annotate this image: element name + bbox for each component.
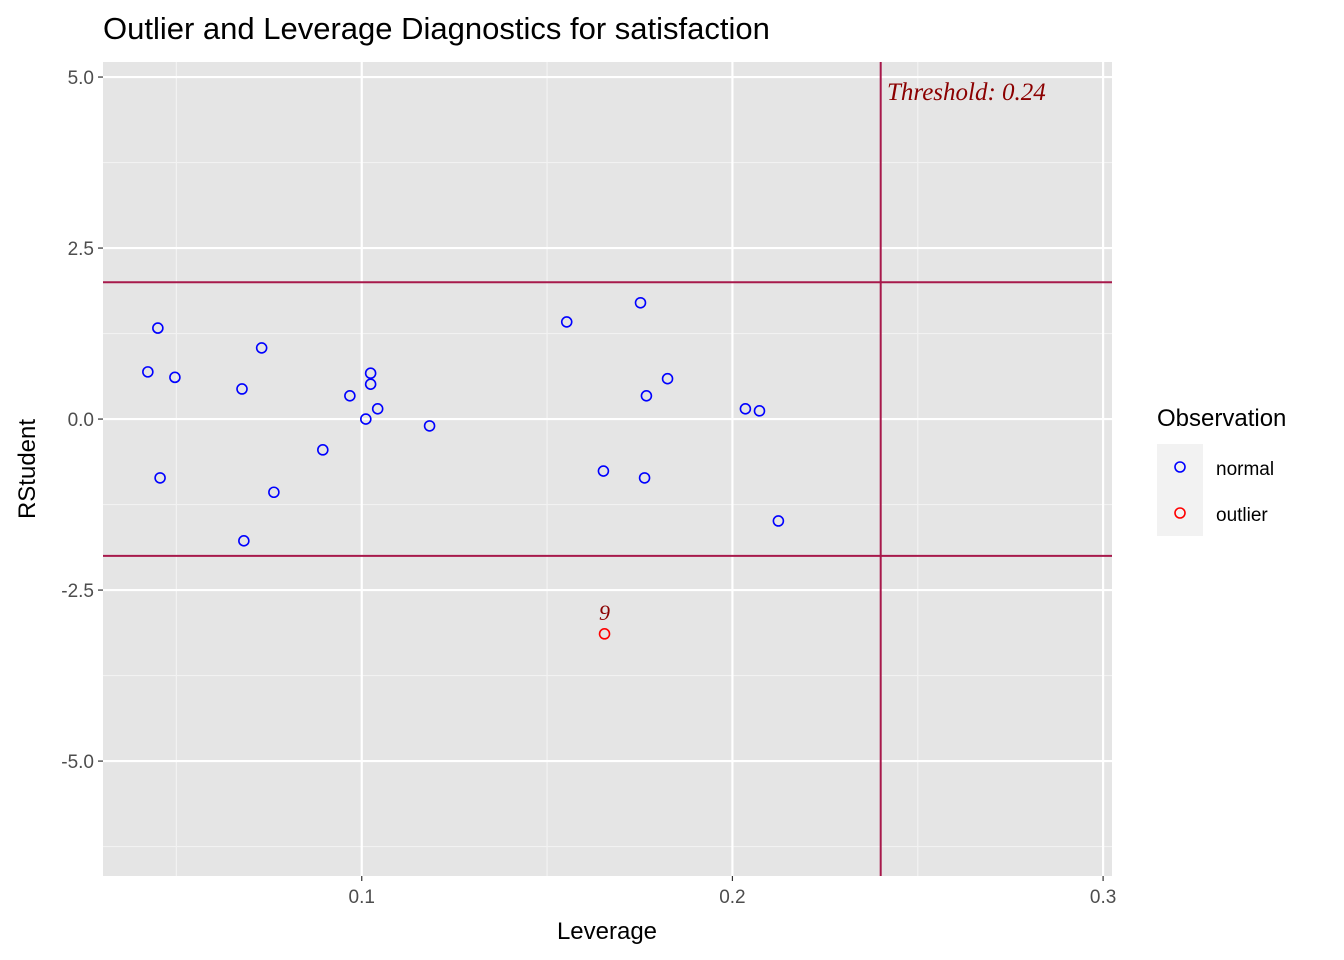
normal-point [142,366,154,378]
normal-point [638,472,651,484]
legend-label-normal: normal [1216,459,1274,480]
y-tick-label: -2.5 [61,581,94,602]
normal-point [152,322,164,334]
normal-point [661,372,674,385]
y-tick-label: 5.0 [68,68,94,89]
y-axis-label: RStudent [14,419,41,519]
threshold-label: Threshold: 0.24 [887,79,1046,106]
normal-point [255,342,268,354]
y-tick-label: 2.5 [68,239,94,260]
normal-point [317,444,329,456]
outlier-point [598,628,611,640]
y-tick-label: 0.0 [68,410,94,431]
normal-point [364,367,377,380]
normal-point [360,413,372,425]
normal-point [344,390,356,402]
legend-key-normal [1174,461,1186,473]
legend-label-outlier: outlier [1216,505,1268,526]
legend: Observation normal outlier [1157,405,1286,536]
normal-point [371,403,384,415]
gridlines [103,62,1112,876]
y-tick-label: -5.0 [61,752,94,773]
legend-title: Observation [1157,405,1286,432]
normal-point [739,403,752,415]
normal-point [238,535,250,547]
normal-point [753,405,766,417]
axis-ticks: 0.1 0.2 0.3 5.0 2.5 0.0 -2.5 -5.0 [61,68,1116,908]
normal-point [154,472,166,484]
x-tick-label: 0.2 [719,887,745,908]
normal-point [634,296,647,309]
normal-point [364,378,377,390]
chart-title: Outlier and Leverage Diagnostics for sat… [103,11,770,46]
normal-point [268,486,280,499]
data-points: 9 [142,296,785,640]
normal-point [423,420,436,432]
x-tick-label: 0.1 [349,887,375,908]
normal-point [236,383,248,395]
x-tick-label: 0.3 [1090,887,1116,908]
legend-keys-bg [1157,444,1203,536]
normal-point [560,316,573,328]
normal-point [640,390,653,402]
x-axis-label: Leverage [557,918,657,945]
normal-point [772,515,785,527]
reference-lines [103,62,1112,876]
outlier-label: 9 [599,600,610,625]
legend-key-outlier [1174,507,1186,519]
normal-point [597,465,610,477]
normal-point [169,371,181,384]
